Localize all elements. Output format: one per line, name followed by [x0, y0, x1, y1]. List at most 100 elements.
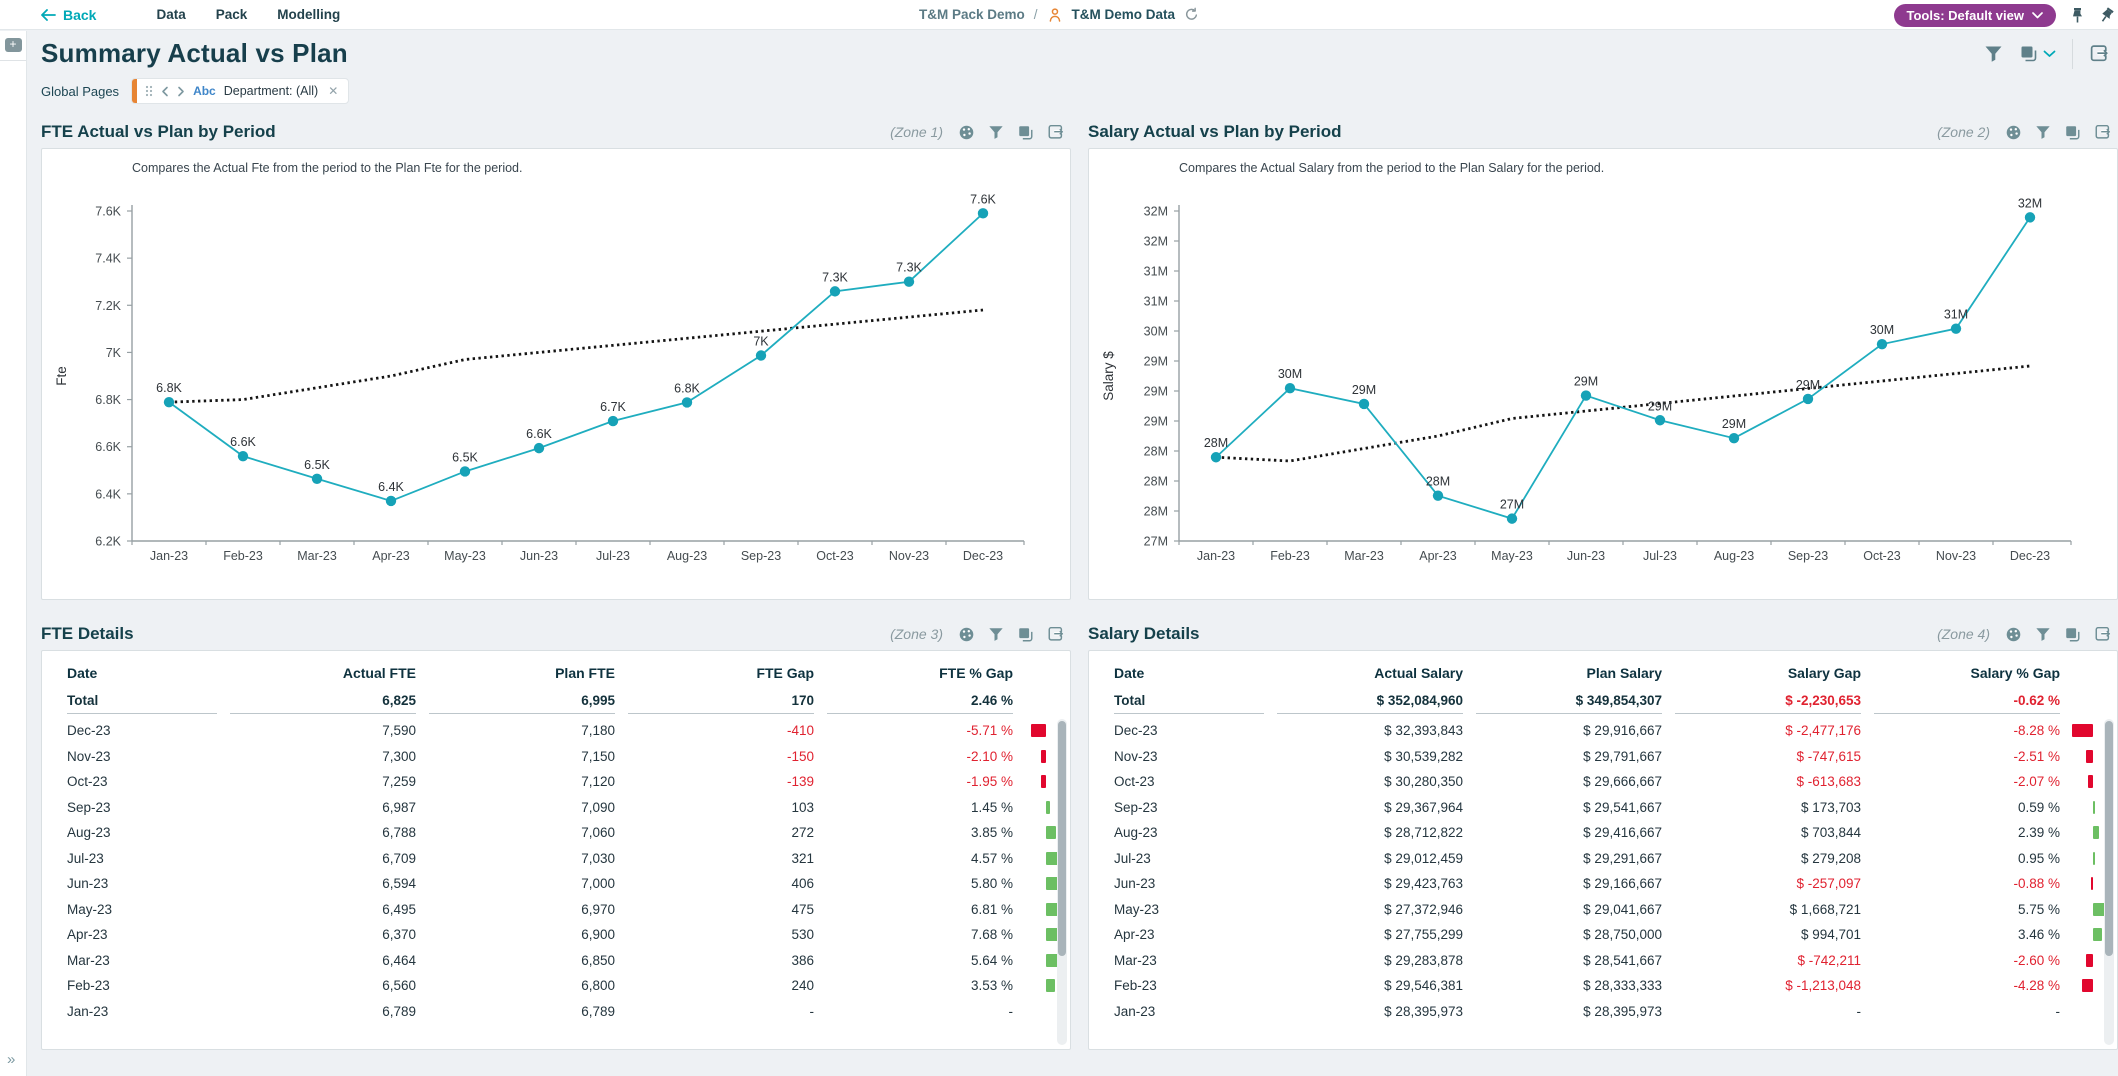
- export-icon[interactable]: [1047, 625, 1065, 643]
- add-page-button[interactable]: +: [4, 38, 22, 52]
- data-point[interactable]: [533, 442, 545, 454]
- gap-bar-cell: [1026, 820, 1066, 846]
- chevron-left-icon[interactable]: [161, 86, 169, 97]
- nav-item-modelling[interactable]: Modelling: [277, 7, 341, 22]
- layers-chevron-down-icon[interactable]: [2043, 50, 2056, 58]
- table-row[interactable]: Jul-23 6,709 7,030 321 4.57 %: [67, 846, 1066, 872]
- breadcrumb-dataset[interactable]: T&M Demo Data: [1071, 7, 1176, 22]
- table-row[interactable]: Aug-23 $ 28,712,822 $ 29,416,667 $ 703,844 2…: [1114, 820, 2113, 846]
- data-point[interactable]: [1728, 433, 1740, 444]
- y-axis-label: Salary $: [1101, 351, 1116, 401]
- data-point[interactable]: [1876, 338, 1888, 350]
- data-point[interactable]: [1358, 398, 1370, 410]
- palette-icon[interactable]: [2005, 124, 2022, 141]
- data-point[interactable]: [237, 450, 249, 462]
- layers-icon[interactable]: [2064, 124, 2081, 141]
- table-row[interactable]: Mar-23 6,464 6,850 386 5.64 %: [67, 948, 1066, 974]
- zone-tag: (Zone 3): [890, 626, 943, 642]
- table-scrollbar[interactable]: [1057, 719, 1067, 1045]
- table-row[interactable]: Sep-23 6,987 7,090 103 1.45 %: [67, 795, 1066, 821]
- filter-icon[interactable]: [2035, 125, 2051, 140]
- table-row[interactable]: Dec-23 7,590 7,180 -410 -5.71 %: [67, 718, 1066, 744]
- y-axis-label: Fte: [54, 366, 69, 386]
- nav-item-data[interactable]: Data: [156, 7, 186, 22]
- palette-icon[interactable]: [2005, 626, 2022, 643]
- back-button[interactable]: Back: [40, 7, 96, 23]
- data-point[interactable]: [459, 466, 471, 477]
- table-row[interactable]: Jul-23 $ 29,012,459 $ 29,291,667 $ 279,208 0…: [1114, 846, 2113, 872]
- data-point[interactable]: [163, 396, 175, 408]
- filter-icon[interactable]: [2035, 627, 2051, 642]
- gap-bar-cell: [2073, 973, 2113, 999]
- breadcrumb-pack[interactable]: T&M Pack Demo: [918, 7, 1025, 22]
- filter-icon[interactable]: [988, 627, 1004, 642]
- filter-chip-department[interactable]: Abc Department: (All) ✕: [131, 78, 350, 104]
- table-row[interactable]: Feb-23 6,560 6,800 240 3.53 %: [67, 973, 1066, 999]
- data-point[interactable]: [903, 276, 915, 287]
- table-row[interactable]: Jan-23 $ 28,395,973 $ 28,395,973 - -: [1114, 999, 2113, 1025]
- expand-rail-button[interactable]: »: [7, 1051, 16, 1068]
- filter-icon[interactable]: [988, 125, 1004, 140]
- table-cell: $ 29,166,667: [1583, 876, 1662, 892]
- table-row[interactable]: Jan-23 6,789 6,789 - -: [67, 999, 1066, 1025]
- data-point[interactable]: [1506, 513, 1518, 524]
- filter-icon[interactable]: [1984, 45, 2003, 63]
- table-row[interactable]: Jun-23 $ 29,423,763 $ 29,166,667 $ -257,097…: [1114, 871, 2113, 897]
- export-icon[interactable]: [1047, 123, 1065, 141]
- data-point[interactable]: [2024, 212, 2036, 223]
- table-row[interactable]: May-23 $ 27,372,946 $ 29,041,667 $ 1,668,72…: [1114, 897, 2113, 923]
- data-point[interactable]: [1284, 383, 1296, 394]
- data-point[interactable]: [1210, 452, 1222, 463]
- table-row[interactable]: May-23 6,495 6,970 475 6.81 %: [67, 897, 1066, 923]
- data-point[interactable]: [385, 495, 397, 507]
- scrollbar-thumb[interactable]: [1058, 721, 1066, 956]
- table-row[interactable]: Nov-23 $ 30,539,282 $ 29,791,667 $ -747,615…: [1114, 744, 2113, 770]
- data-point[interactable]: [1654, 415, 1666, 426]
- drag-handle-icon[interactable]: [145, 85, 153, 97]
- data-point[interactable]: [1432, 490, 1444, 501]
- scrollbar-thumb[interactable]: [2105, 721, 2113, 956]
- table-row[interactable]: Oct-23 $ 30,280,350 $ 29,666,667 $ -613,683…: [1114, 769, 2113, 795]
- palette-icon[interactable]: [958, 124, 975, 141]
- table-cell: Jan-23: [1114, 1003, 1156, 1019]
- data-point[interactable]: [681, 397, 693, 408]
- table-row[interactable]: Aug-23 6,788 7,060 272 3.85 %: [67, 820, 1066, 846]
- refresh-icon[interactable]: [1184, 7, 1199, 22]
- table-row[interactable]: Dec-23 $ 32,393,843 $ 29,916,667 $ -2,477,1…: [1114, 718, 2113, 744]
- data-point[interactable]: [977, 208, 989, 219]
- table-row[interactable]: Sep-23 $ 29,367,964 $ 29,541,667 $ 173,703 0…: [1114, 795, 2113, 821]
- table-cell: 3.53 %: [970, 978, 1013, 994]
- table-row[interactable]: Jun-23 6,594 7,000 406 5.80 %: [67, 871, 1066, 897]
- table-row[interactable]: Feb-23 $ 29,546,381 $ 28,333,333 $ -1,213,0…: [1114, 973, 2113, 999]
- data-point[interactable]: [1802, 393, 1814, 405]
- layers-icon[interactable]: [1017, 626, 1034, 643]
- pin-secondary-icon[interactable]: [2095, 4, 2117, 27]
- tools-default-view-button[interactable]: Tools: Default view: [1893, 3, 2056, 27]
- table-cell: 7,590: [382, 723, 416, 739]
- table-row[interactable]: Oct-23 7,259 7,120 -139 -1.95 %: [67, 769, 1066, 795]
- table-row[interactable]: Apr-23 $ 27,755,299 $ 28,750,000 $ 994,701 3…: [1114, 922, 2113, 948]
- palette-icon[interactable]: [958, 626, 975, 643]
- table-row[interactable]: Nov-23 7,300 7,150 -150 -2.10 %: [67, 744, 1066, 770]
- data-point[interactable]: [1580, 390, 1592, 401]
- data-point[interactable]: [755, 350, 767, 361]
- export-icon[interactable]: [2094, 625, 2112, 643]
- table-row[interactable]: Mar-23 $ 29,283,878 $ 28,541,667 $ -742,211…: [1114, 948, 2113, 974]
- chevron-right-icon[interactable]: [177, 86, 185, 97]
- layers-icon[interactable]: [2064, 626, 2081, 643]
- data-point[interactable]: [1950, 323, 1962, 334]
- table-scrollbar[interactable]: [2104, 719, 2114, 1045]
- export-icon[interactable]: [2089, 43, 2110, 64]
- data-point[interactable]: [607, 415, 619, 427]
- table-cell: $ 29,416,667: [1583, 825, 1662, 841]
- export-icon[interactable]: [2094, 123, 2112, 141]
- data-point[interactable]: [829, 286, 841, 297]
- nav-item-pack[interactable]: Pack: [215, 7, 248, 22]
- chip-close-icon[interactable]: ✕: [328, 84, 339, 98]
- layers-icon[interactable]: [1017, 124, 1034, 141]
- data-point[interactable]: [311, 473, 323, 484]
- table-row[interactable]: Apr-23 6,370 6,900 530 7.68 %: [67, 922, 1066, 948]
- layers-icon[interactable]: [2019, 44, 2038, 63]
- pin-icon[interactable]: [2070, 7, 2085, 24]
- x-tick-label: Apr-23: [372, 549, 410, 563]
